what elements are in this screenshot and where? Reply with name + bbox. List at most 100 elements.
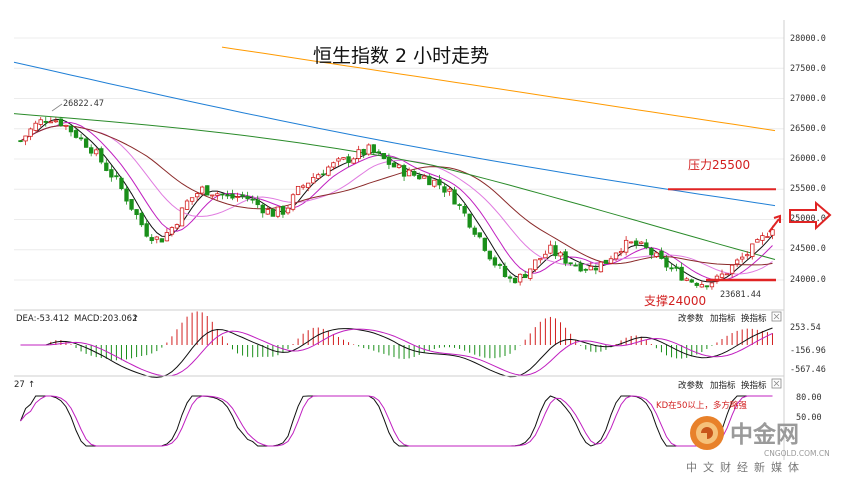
candle-body: [502, 265, 508, 278]
macd-label: MACD:203.062: [74, 314, 138, 324]
candle-body: [760, 235, 765, 241]
candle-body: [699, 284, 704, 288]
candle-body: [33, 122, 38, 131]
candle-body: [48, 121, 53, 124]
candle-body: [396, 164, 402, 168]
candle-body: [750, 243, 755, 257]
candle-body: [235, 196, 240, 198]
candle-body: [104, 162, 109, 171]
moving-average-line: [13, 113, 776, 260]
support-label: 支撑24000: [644, 293, 706, 308]
kdj-label: 27: [14, 380, 25, 390]
candle-body: [174, 224, 180, 229]
candle-body: [184, 200, 190, 210]
y-tick-25000: 25000.0: [790, 214, 826, 224]
candle-body: [73, 130, 79, 138]
macd-change-params-button[interactable]: 改参数: [678, 313, 704, 324]
watermark-tagline: 中文财经新媒体: [686, 460, 805, 474]
kdj-change-params-button[interactable]: 改参数: [678, 380, 704, 391]
candle-body: [664, 257, 669, 268]
candle-body: [613, 252, 619, 260]
candle-body: [659, 250, 664, 259]
candle-body: [63, 124, 69, 127]
candle-body: [316, 174, 321, 179]
candle-body: [119, 177, 124, 190]
candle-body: [492, 257, 498, 266]
candle-body: [245, 196, 250, 200]
candle-body: [194, 193, 200, 198]
candle-body: [719, 273, 725, 278]
candle-body: [578, 263, 583, 272]
kdj-add-indicator-button[interactable]: 加指标: [710, 380, 736, 391]
candle-body: [225, 194, 230, 197]
candle-body: [482, 237, 487, 251]
candle-body: [629, 241, 634, 244]
candle-body: [644, 242, 649, 248]
candle-body: [548, 244, 553, 254]
moving-average-line: [20, 125, 773, 266]
candle-body: [497, 264, 503, 266]
candle-body: [129, 199, 134, 210]
candle-body: [472, 227, 477, 235]
candle-body: [260, 204, 265, 214]
candle-body: [43, 121, 48, 123]
candle-body: [704, 285, 710, 288]
y-tick-27000: 27000.0: [790, 94, 826, 104]
macd-close-icon[interactable]: [771, 311, 782, 322]
candle-body: [124, 188, 129, 202]
candlestick-series: [18, 116, 775, 290]
macd-toolbar[interactable]: 改参数 加指标 换指标: [678, 311, 782, 324]
candle-body: [23, 135, 28, 142]
candle-body: [366, 144, 371, 155]
y-tick-24000: 24000.0: [790, 275, 826, 285]
macd-add-indicator-button[interactable]: 加指标: [710, 313, 736, 324]
candle-body: [149, 237, 154, 242]
candle-body: [255, 199, 260, 206]
candle-body: [517, 273, 523, 283]
candle-body: [215, 193, 220, 196]
candle-body: [38, 119, 43, 125]
candle-body: [740, 256, 745, 260]
candle-body: [99, 148, 104, 163]
candle-body: [351, 158, 356, 164]
candle-body: [164, 232, 170, 242]
candle-body: [275, 206, 281, 217]
candle-body: [674, 266, 679, 269]
candle-body: [311, 177, 316, 184]
moving-average-line: [221, 46, 776, 132]
moving-average-line: [20, 125, 773, 275]
kdj-close-icon[interactable]: [771, 378, 782, 389]
candle-body: [169, 227, 175, 235]
candle-body: [568, 262, 573, 265]
kdj-switch-indicator-button[interactable]: 换指标: [741, 380, 767, 391]
candle-body: [679, 266, 684, 281]
candle-body: [755, 239, 760, 243]
high-label: 26822.47: [63, 99, 104, 109]
candle-body: [538, 258, 543, 261]
candle-body: [583, 268, 588, 271]
macd-diff-line: [20, 327, 773, 378]
kdj-toolbar[interactable]: 改参数 加指标 换指标: [678, 378, 782, 391]
candle-body: [336, 158, 341, 162]
candle-body: [462, 206, 467, 214]
candle-body: [295, 185, 301, 195]
kdj-d-line: [20, 395, 773, 447]
kdj-up-arrow: ↑: [28, 380, 35, 390]
candle-body: [250, 198, 255, 201]
resistance-label: 压力25500: [688, 158, 750, 172]
candle-body: [341, 157, 346, 160]
candle-body: [144, 223, 149, 237]
macd-y-tick-top: 253.54: [790, 323, 821, 333]
macd-switch-indicator-button[interactable]: 换指标: [741, 313, 767, 324]
y-tick-28000: 28000.0: [790, 34, 826, 44]
candle-body: [649, 247, 654, 256]
candle-body: [618, 251, 624, 254]
candle-body: [442, 186, 447, 193]
candle-body: [230, 193, 235, 199]
candle-body: [94, 149, 99, 155]
candle-body: [290, 194, 296, 210]
candle-body: [179, 207, 185, 227]
candle-body: [306, 182, 311, 188]
moving-average-line: [13, 61, 776, 207]
candle-body: [134, 209, 139, 215]
